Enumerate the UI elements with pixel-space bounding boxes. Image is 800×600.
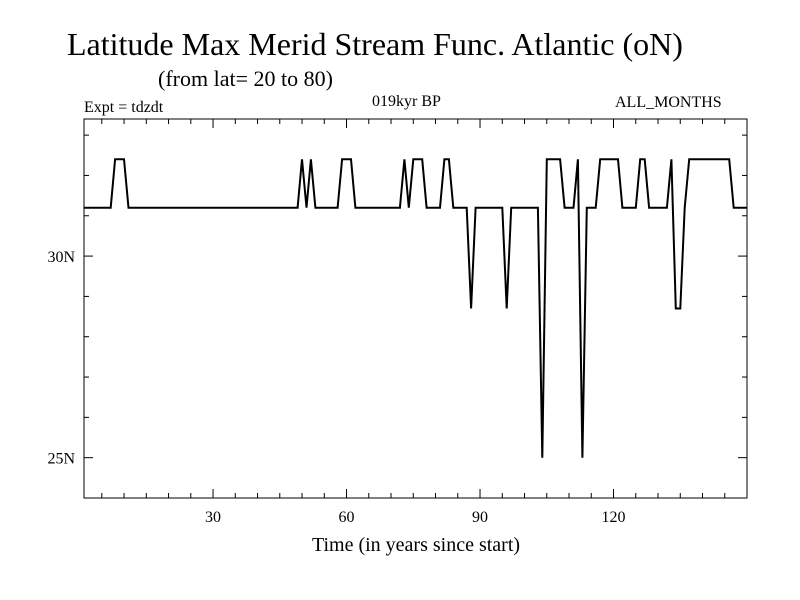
chart-subtitle: (from lat= 20 to 80) [158, 66, 333, 91]
axis-ticks [84, 119, 747, 498]
x-tick-label: 120 [602, 509, 626, 526]
series-line [84, 158, 747, 458]
x-tick-label: 60 [339, 509, 355, 526]
x-tick-label: 30 [205, 509, 221, 526]
axis-tick-labels: 30 60 90 120 25N 30N [47, 249, 625, 526]
y-tick-label: 25N [47, 451, 75, 468]
months-label: ALL_MONTHS [615, 94, 722, 111]
period-label: 019kyr BP [372, 93, 441, 110]
x-tick-label: 90 [472, 509, 488, 526]
plot-frame [83, 118, 748, 499]
chart-title: Latitude Max Merid Stream Func. Atlantic… [67, 26, 683, 62]
x-axis-label: Time (in years since start) [312, 534, 520, 556]
y-tick-label: 30N [47, 249, 75, 266]
experiment-label: Expt = tdzdt [84, 99, 164, 116]
